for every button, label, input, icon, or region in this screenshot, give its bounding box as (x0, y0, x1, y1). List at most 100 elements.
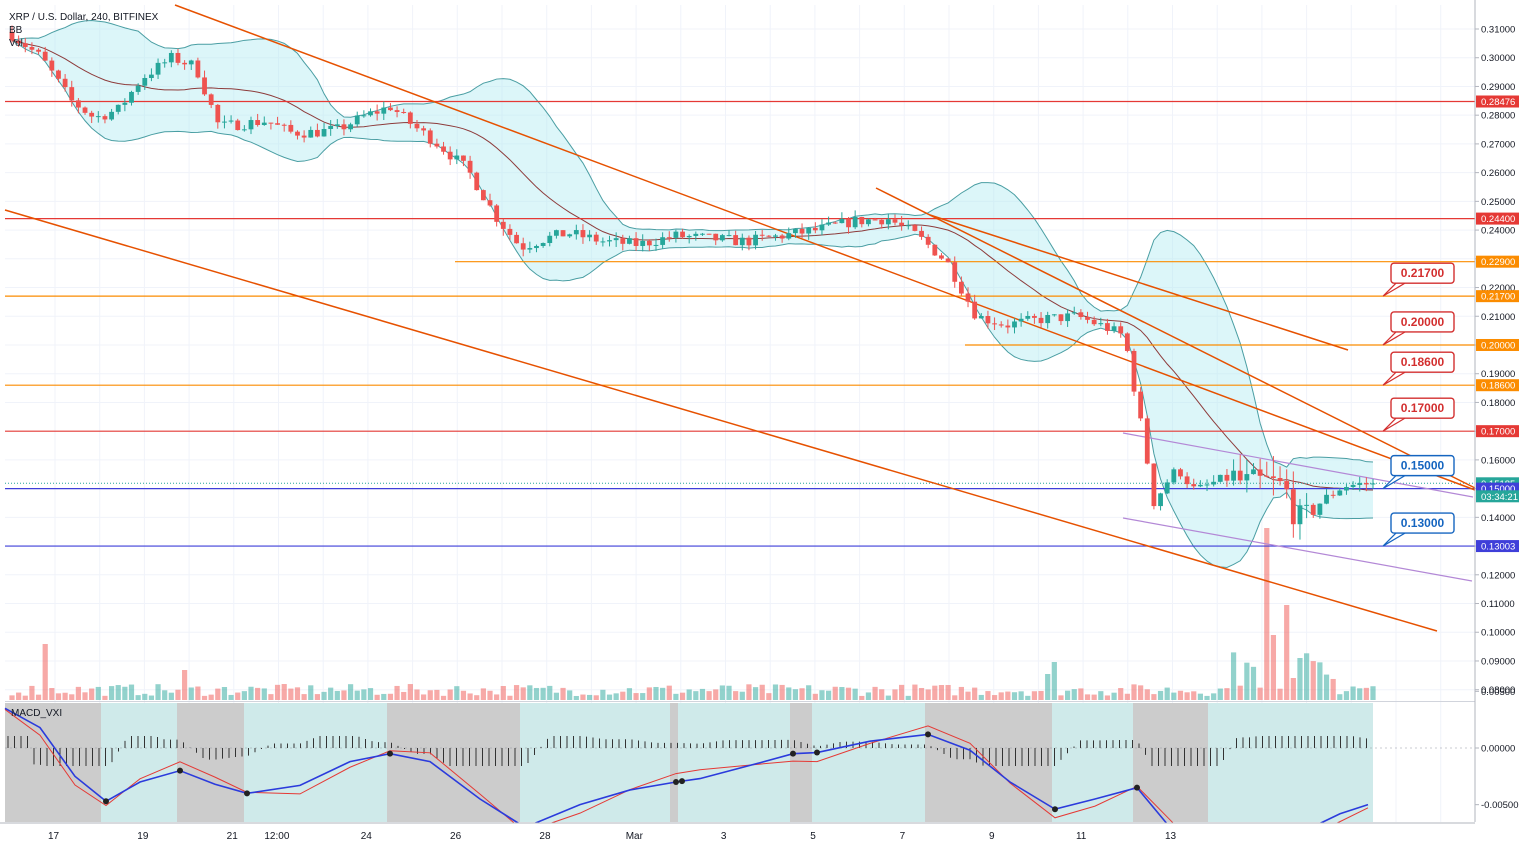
candle-body (1310, 504, 1316, 515)
price-tick-label: 0.22000 (1481, 283, 1515, 294)
candle-body (248, 120, 254, 130)
volume-bar (719, 685, 725, 700)
macd-background-region (925, 703, 1052, 822)
candle-body (593, 234, 599, 242)
candle-body (1350, 484, 1356, 488)
level-badge (1476, 425, 1519, 438)
price-tick-label: 0.24000 (1481, 226, 1515, 237)
volume-bar (918, 687, 925, 700)
volume-bar (640, 693, 646, 700)
candle-body (281, 124, 287, 126)
candle-body (16, 40, 22, 44)
volume-bar (699, 688, 706, 700)
candle-body (1284, 481, 1290, 490)
volume-bar (434, 689, 440, 700)
countdown-label: 03:34:21 (1481, 492, 1518, 503)
volume-bar (1091, 694, 1097, 700)
volume-bar (985, 691, 991, 700)
candle-body (1005, 325, 1011, 328)
volume-bar (394, 685, 400, 700)
volume-bar (1078, 688, 1084, 700)
candle-body (49, 60, 55, 71)
volume-bar (613, 693, 619, 700)
trendline-orange (875, 187, 1476, 489)
volume-bar (845, 687, 852, 700)
volume-bar (593, 695, 599, 700)
candle-body (1271, 476, 1276, 479)
level-badge (1476, 540, 1519, 553)
level-badge-label: 0.17000 (1481, 427, 1515, 438)
candle-body (899, 222, 905, 226)
volume-bar (308, 685, 314, 700)
trendline-orange (929, 214, 1349, 351)
candle-body (1184, 476, 1190, 485)
volume-bar (374, 694, 380, 700)
candle-body (182, 62, 188, 65)
candle-body (454, 155, 460, 160)
volume-bar (228, 694, 234, 700)
candle-body (879, 219, 885, 225)
volume-bar (1230, 652, 1237, 700)
time-tick-label: 12:00 (264, 831, 289, 842)
trendline-orange (4, 209, 1438, 632)
candle-body (1171, 469, 1177, 483)
volume-bar (872, 686, 878, 700)
volume-bar (739, 691, 745, 700)
volume-bar (268, 694, 274, 700)
candle-body (1217, 474, 1223, 482)
time-tick-label: 7 (900, 831, 906, 842)
callout-box (1390, 454, 1455, 477)
volume-bar (1118, 688, 1124, 700)
volume-bar (182, 670, 188, 700)
volume-bar (341, 690, 347, 700)
candle-body (129, 91, 134, 103)
candle-body (1111, 326, 1117, 331)
candle-body (487, 200, 493, 206)
volume-bar (1197, 693, 1203, 700)
callout-pointer (1382, 532, 1406, 547)
candle-body (972, 301, 978, 319)
volume-bar (361, 689, 367, 700)
candle-body (779, 235, 785, 239)
volume-bar (1144, 689, 1150, 700)
price-tick-label: 0.21000 (1481, 312, 1515, 323)
candle-body (75, 100, 81, 108)
grid (5, 5, 1475, 822)
volume-bar (832, 686, 838, 700)
price-tick-label: 0.08000 (1481, 685, 1515, 696)
volume-bar (1164, 687, 1170, 700)
macd-background-region (244, 703, 387, 822)
volume-bar (560, 687, 566, 700)
time-tick-label: 26 (450, 831, 462, 842)
macd-indicator-label: MACD_VXI (11, 708, 63, 719)
price-axis: 0.31000 0.30000 0.29000 0.28000 0.27000 0.260… (1474, 0, 1536, 852)
candle-body (222, 121, 227, 123)
candle-body (1164, 482, 1170, 494)
candle-body (1058, 314, 1064, 322)
candle-body (341, 124, 347, 130)
volume-bar (221, 687, 228, 700)
volume-bar (879, 689, 885, 700)
volume-bar (1071, 689, 1077, 700)
callout-pointer (1382, 417, 1406, 432)
macd-cross-dot (925, 731, 931, 738)
volume-bar (547, 685, 553, 700)
candle-body (693, 233, 699, 236)
volume-bar (859, 695, 865, 700)
candle-body (1085, 316, 1090, 320)
volume-bar (440, 695, 447, 700)
volume-bar (1317, 662, 1323, 700)
level-badge-label: 0.13003 (1481, 542, 1515, 553)
bb-basis (11, 40, 1374, 491)
volume-bar (573, 695, 579, 700)
candle-body (666, 237, 672, 239)
volume-bar (1257, 687, 1263, 700)
volume-bar (1025, 695, 1031, 700)
volume-bar (427, 690, 433, 700)
volume-bar (261, 688, 267, 700)
candle-body (401, 111, 407, 113)
volume-bar (673, 693, 679, 700)
candle-body (905, 225, 911, 227)
candle-body (447, 151, 453, 160)
